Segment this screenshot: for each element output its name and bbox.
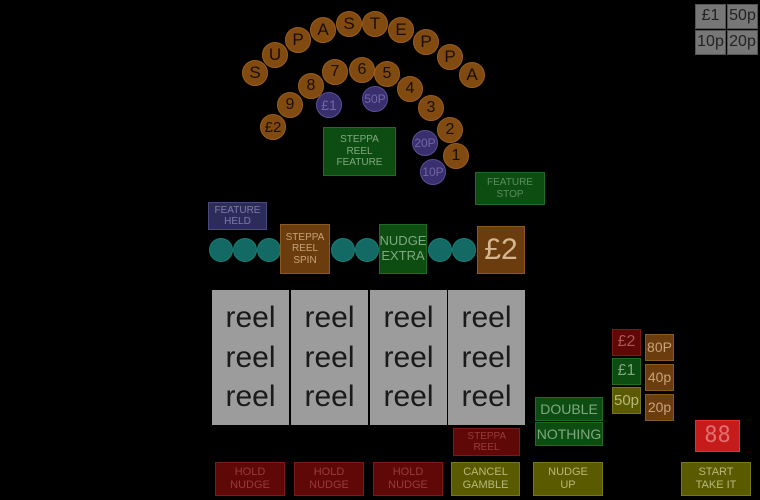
steppa-step-9: 9 — [277, 92, 303, 118]
title-letter-u: U — [262, 42, 288, 68]
hold-nudge-button-2[interactable]: HOLD NUDGE — [294, 462, 364, 496]
title-letter-t: T — [362, 11, 388, 37]
reel-1-symbol-middle: reel — [225, 340, 276, 374]
start-take-it-button[interactable]: START TAKE IT — [681, 462, 751, 496]
title-letter-p2: P — [413, 29, 439, 55]
trail-light-4 — [331, 238, 355, 262]
reel-2-symbol-middle: reel — [304, 340, 355, 374]
steppa-step-7: 7 — [322, 59, 348, 85]
ladder-80p: 80P — [645, 334, 674, 361]
steppa-step-2pound: £2 — [260, 114, 286, 140]
reel-1-symbol-top: reel — [225, 301, 276, 335]
gamble-nothing: NOTHING — [535, 422, 603, 446]
title-letter-p: P — [285, 27, 311, 53]
cancel-gamble-button[interactable]: CANCEL GAMBLE — [451, 462, 520, 496]
coin-select-20p[interactable]: 20p — [727, 30, 758, 55]
reel-2-symbol-top: reel — [304, 301, 355, 335]
ladder-1pound: £1 — [612, 358, 641, 385]
reel-4-symbol-middle: reel — [461, 340, 512, 374]
gamble-double: DOUBLE — [535, 397, 603, 421]
coin-select-10p[interactable]: 10p — [695, 30, 726, 55]
reel-3-symbol-bottom: reel — [383, 379, 434, 413]
hold-nudge-button-1[interactable]: HOLD NUDGE — [215, 462, 285, 496]
reel-4-symbol-bottom: reel — [461, 379, 512, 413]
reel-3-symbol-middle: reel — [383, 340, 434, 374]
coin-select-50p[interactable]: 50p — [727, 4, 758, 29]
title-letter-a: A — [310, 17, 336, 43]
trail-light-2 — [233, 238, 257, 262]
steppa-step-3: 3 — [418, 95, 444, 121]
title-letter-s2: S — [336, 11, 362, 37]
trail-light-1 — [209, 238, 233, 262]
nudge-up-button[interactable]: NUDGE UP — [533, 462, 603, 496]
steppa-reel-feature: STEPPA REEL FEATURE — [323, 127, 396, 176]
reel-1: reel reel reel — [212, 290, 289, 425]
reel-2-symbol-bottom: reel — [304, 379, 355, 413]
nudge-extra: NUDGE EXTRA — [379, 224, 427, 274]
reel-3-symbol-top: reel — [383, 301, 434, 335]
trail-light-3 — [257, 238, 281, 262]
steppa-step-5: 5 — [374, 61, 400, 87]
coin-10p: 10P — [420, 159, 446, 185]
hold-nudge-button-3[interactable]: HOLD NUDGE — [373, 462, 443, 496]
reel-4-symbol-top: reel — [461, 301, 512, 335]
reel-3: reel reel reel — [370, 290, 447, 425]
trail-light-7 — [452, 238, 476, 262]
coin-50p: 50P — [362, 86, 388, 112]
ladder-40p: 40p — [645, 364, 674, 391]
coin-select-1pound[interactable]: £1 — [695, 4, 726, 29]
steppa-step-2: 2 — [437, 117, 463, 143]
trail-light-6 — [428, 238, 452, 262]
title-letter-a2: A — [459, 62, 485, 88]
jackpot-2pound: £2 — [477, 226, 525, 274]
ladder-20p: 20p — [645, 394, 674, 421]
feature-stop: FEATURE STOP — [475, 172, 545, 205]
coin-20p: 20P — [412, 130, 438, 156]
reel-1-symbol-bottom: reel — [225, 379, 276, 413]
title-letter-s: S — [242, 60, 268, 86]
title-letter-p3: P — [437, 44, 463, 70]
steppa-reel-indicator: STEPPA REEL — [453, 428, 520, 456]
steppa-step-6: 6 — [349, 57, 375, 83]
reel-4: reel reel reel — [448, 290, 525, 425]
feature-held: FEATURE HELD — [208, 202, 267, 230]
steppa-step-1: 1 — [443, 143, 469, 169]
reel-2: reel reel reel — [291, 290, 368, 425]
steppa-reel-spin: STEPPA REEL SPIN — [280, 224, 330, 274]
trail-light-5 — [355, 238, 379, 262]
steppa-step-8: 8 — [298, 73, 324, 99]
title-letter-e: E — [388, 17, 414, 43]
steppa-step-4: 4 — [397, 76, 423, 102]
credit-display: 88 — [695, 420, 740, 452]
ladder-2pound: £2 — [612, 329, 641, 356]
coin-1pound: £1 — [316, 92, 342, 118]
ladder-50p: 50p — [612, 387, 641, 414]
